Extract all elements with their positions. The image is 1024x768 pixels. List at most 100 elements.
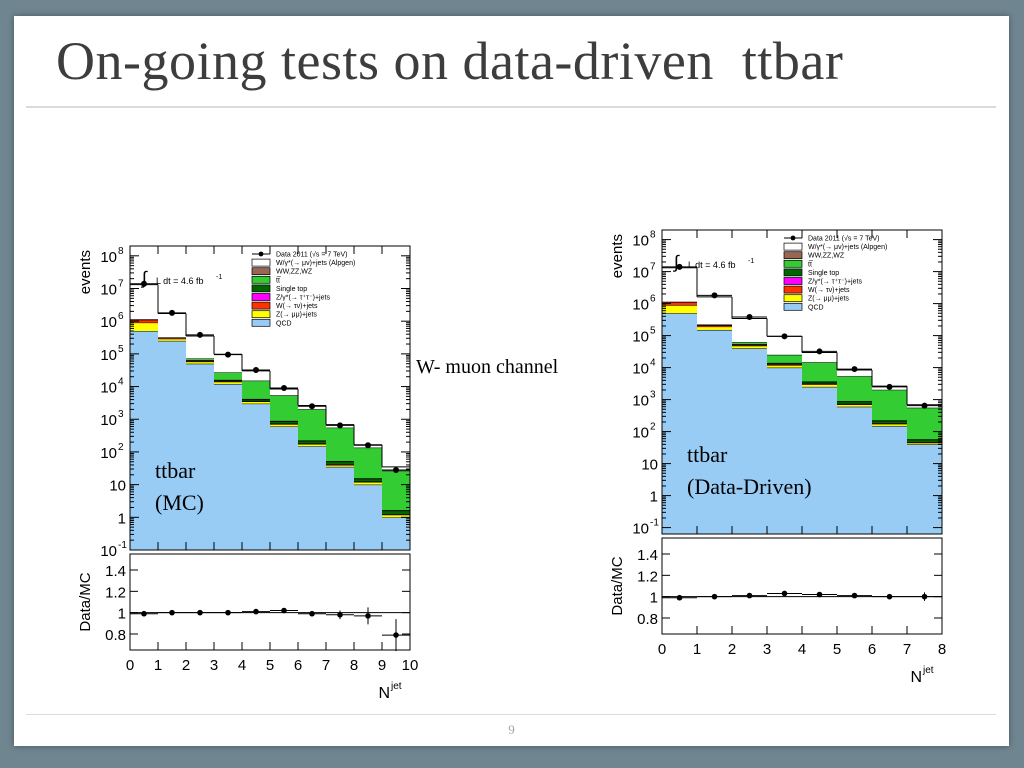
legend-swatch-ztautau <box>251 293 271 301</box>
legend-swatch-wtaunu <box>251 301 271 310</box>
ratio-point <box>676 594 683 601</box>
hist-bin-qcd <box>158 340 186 550</box>
legend-label: tt̅ <box>276 277 282 285</box>
hist-bin-ttbar <box>326 427 354 462</box>
y-tick-exponent: 5 <box>650 326 656 337</box>
x-tick-label: 2 <box>728 641 736 658</box>
x-tick-label: 0 <box>126 657 134 674</box>
hist-bin-zmumu <box>354 482 382 485</box>
legend-swatch-wmunu <box>251 258 271 267</box>
hist-bin-singletop <box>270 420 298 424</box>
data-point <box>309 403 315 410</box>
y-tick-label: 10 <box>100 249 117 266</box>
y-tick-label: 10 <box>632 329 649 346</box>
ratio-plot-frame <box>129 553 411 651</box>
legend-label: Single top <box>276 286 307 293</box>
legend-swatch-qcd <box>251 318 271 327</box>
hist-bin-ttbar <box>354 447 382 479</box>
hist-bin-qcd <box>802 386 837 534</box>
integral-sign: ∫ <box>672 252 680 272</box>
legend-data-marker <box>790 235 796 241</box>
data-point <box>281 385 287 392</box>
hist-bin-qcd <box>130 331 158 550</box>
x-axis-label: N <box>378 685 390 702</box>
x-tick-label: 2 <box>182 657 190 674</box>
ratio-point <box>781 590 788 597</box>
ratio-point <box>337 612 343 618</box>
y-tick-exponent: 7 <box>650 262 656 273</box>
hist-bin-wmunu <box>697 296 732 325</box>
hist-bin-qcd <box>270 426 298 550</box>
hist-bin-ttbar <box>242 380 270 399</box>
y-tick-label: 10 <box>632 425 649 442</box>
ratio-y-axis-label: Data/MC <box>609 556 626 615</box>
legend-swatch-qcd <box>783 302 803 311</box>
hist-bin-ttbar <box>837 376 872 402</box>
data-point <box>253 367 259 374</box>
hist-bin-zmumu <box>158 338 186 341</box>
hist-bin-zmumu <box>872 423 907 426</box>
hist-bin-qcd <box>732 348 767 534</box>
data-point <box>921 402 928 409</box>
x-tick-label: 0 <box>658 641 666 658</box>
ratio-y-tick-label: 0.8 <box>637 611 658 628</box>
ratio-plot-frame <box>661 537 943 635</box>
hist-bin-ttbar <box>872 389 907 421</box>
ratio-point <box>746 592 753 599</box>
x-tick-label: 1 <box>154 657 162 674</box>
hist-bin-qcd <box>186 363 214 550</box>
y-tick-label: 10 <box>100 543 117 560</box>
hist-bin-ttbar <box>802 362 837 382</box>
y-tick-exponent: 4 <box>650 358 656 369</box>
ratio-y-tick-label: 0.8 <box>105 627 126 644</box>
y-tick-label: 10 <box>632 297 649 314</box>
hist-bin-zmumu <box>214 381 242 384</box>
x-axis-label: N <box>910 669 922 686</box>
x-tick-label: 7 <box>903 641 911 658</box>
data-point <box>746 314 753 321</box>
hist-bin-wmunu <box>186 335 214 359</box>
x-tick-label: 6 <box>294 657 302 674</box>
hist-bin-zmumu <box>837 404 872 407</box>
slide-title: On-going tests on data-driven ttbar <box>56 31 844 91</box>
hist-bin-wmunu <box>662 267 697 302</box>
data-point <box>676 263 683 270</box>
hist-bin-zmumu <box>270 424 298 427</box>
y-tick-exponent: 6 <box>118 311 124 322</box>
page-number: 9 <box>508 722 515 737</box>
x-tick-label: 3 <box>210 657 218 674</box>
ratio-point <box>365 613 371 619</box>
hist-bin-qcd <box>298 446 326 550</box>
lumi-exponent: -1 <box>748 258 754 265</box>
lumi-label: L dt = 4.6 fb <box>156 276 203 286</box>
ratio-point <box>393 632 399 638</box>
legend-swatch-diboson <box>251 267 271 276</box>
hist-bin-singletop <box>802 381 837 384</box>
data-point <box>711 292 718 299</box>
slide: On-going tests on data-driven ttbar 10 8 1… <box>14 16 1009 746</box>
legend-swatch-ttbar <box>251 275 271 284</box>
ratio-point <box>309 610 315 617</box>
plot-annotation: ttbar <box>155 458 196 483</box>
hist-bin-zmumu <box>298 443 326 447</box>
hist-bin-ttbar <box>732 342 767 345</box>
legend-swatch-singletop <box>783 268 803 277</box>
hist-bin-qcd <box>326 466 354 550</box>
x-tick-label: 9 <box>378 657 386 674</box>
hist-bin-qcd <box>697 329 732 534</box>
hist-bin-wmunu <box>242 370 270 381</box>
legend-label: Z/γ*(→ τ⁺τ⁻)+jets <box>808 279 862 286</box>
legend-label: W(→ τν)+jets <box>276 303 318 310</box>
plot-annotation: ttbar <box>687 442 728 467</box>
legend-swatch-ztautau <box>783 277 803 285</box>
y-tick-label: 10 <box>632 233 649 250</box>
ratio-point <box>169 609 175 616</box>
hist-bin-wmunu <box>130 284 158 320</box>
legend-label: QCD <box>808 304 824 311</box>
data-point <box>816 348 823 355</box>
lumi-label: L dt = 4.6 fb <box>688 260 735 270</box>
plot-annotation: (Data-Driven) <box>687 474 812 499</box>
ratio-point <box>197 609 203 616</box>
hist-bin-wtaunu <box>130 319 158 323</box>
